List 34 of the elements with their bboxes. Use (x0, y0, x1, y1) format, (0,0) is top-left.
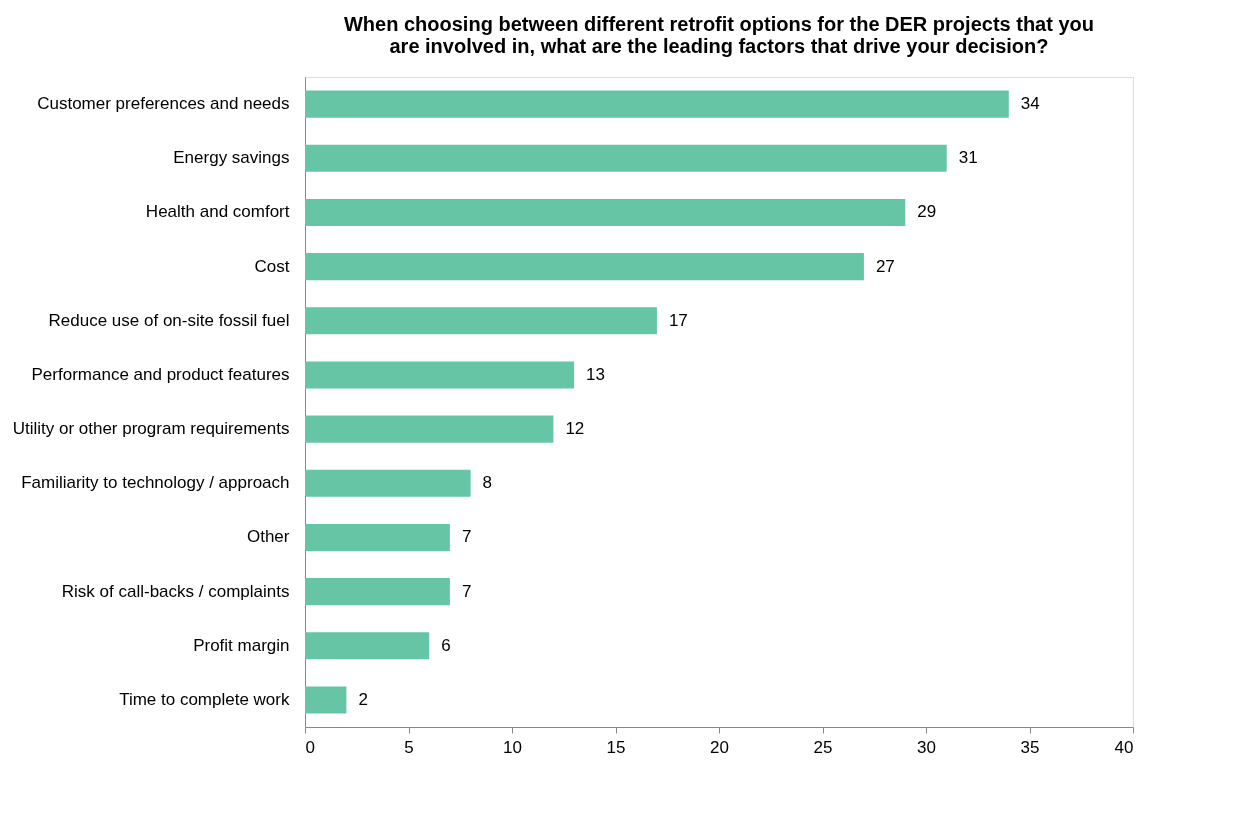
y-tick-label: Time to complete work (119, 689, 290, 709)
data-label: 29 (917, 202, 937, 222)
y-tick-label: Other (246, 527, 290, 547)
x-tick-label: 10 (503, 737, 522, 757)
data-label: 34 (1020, 94, 1040, 114)
data-label: 31 (958, 148, 978, 168)
x-tick-label: 5 (404, 737, 414, 757)
data-label: 8 (482, 473, 493, 493)
y-tick-label: Risk of call-backs / complaints (61, 581, 290, 601)
data-label: 17 (668, 310, 688, 330)
y-tick-label: Energy savings (173, 148, 290, 168)
x-tick-label: 35 (1020, 737, 1040, 757)
data-label: 6 (441, 635, 451, 655)
y-tick-label: Customer preferences and needs (37, 94, 290, 114)
data-label: 27 (875, 256, 895, 276)
data-label: 12 (565, 419, 585, 439)
x-tick-label: 15 (606, 737, 626, 757)
y-tick-label: Cost (254, 256, 290, 276)
x-tick-label: 30 (917, 737, 936, 757)
y-tick-label: Profit margin (193, 635, 290, 655)
y-tick-label: Utility or other program requirements (12, 419, 290, 439)
y-tick-label: Performance and product features (31, 364, 290, 384)
data-label: 7 (461, 527, 472, 547)
data-label: 2 (358, 689, 368, 709)
y-tick-label: Familiarity to technology / approach (21, 473, 290, 493)
y-tick-label: Reduce use of on-site fossil fuel (48, 310, 290, 330)
x-tick-label: 20 (710, 737, 729, 757)
data-label: 13 (586, 364, 606, 384)
x-tick-label: 25 (813, 737, 833, 757)
x-tick-label: 0 (305, 737, 315, 757)
x-tick-label: 40 (1114, 737, 1134, 757)
y-tick-label: Health and comfort (145, 202, 290, 222)
chart-title: When choosing between different retrofit options for the DER projects that you are involved in, what are the leading factors that drive your decision? (343, 13, 1095, 57)
data-label: 7 (461, 581, 472, 601)
